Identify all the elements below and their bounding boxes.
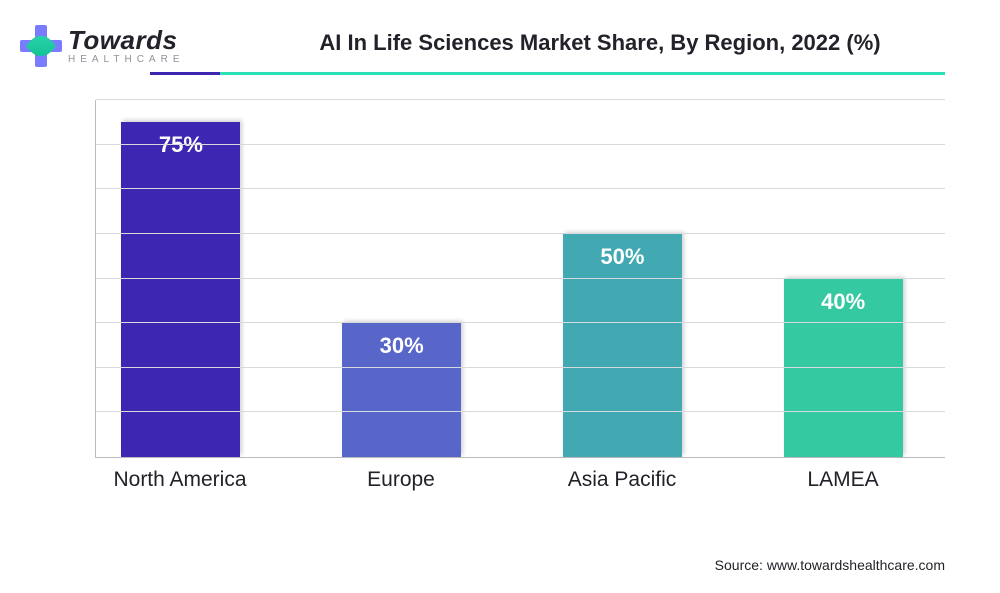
category-label: Europe	[308, 468, 495, 492]
bar: 30%	[342, 323, 461, 457]
logo-brand-main: Towards	[68, 27, 185, 53]
grid-line	[96, 233, 945, 234]
accent-segment-a	[150, 72, 220, 75]
grid-line	[96, 411, 945, 412]
logo-brand-sub: HEALTHCARE	[68, 55, 185, 65]
source-label: Source:	[715, 557, 767, 573]
logo-text: Towards HEALTHCARE	[68, 27, 185, 65]
grid-line	[96, 278, 945, 279]
bar-value-label: 50%	[563, 244, 682, 270]
grid-line	[96, 188, 945, 189]
category-label: North America	[87, 468, 274, 492]
chart-title: AI In Life Sciences Market Share, By Reg…	[260, 30, 940, 56]
bar-value-label: 75%	[121, 132, 240, 158]
bar: 75%	[121, 122, 240, 457]
bar: 50%	[563, 234, 682, 457]
grid-line	[96, 99, 945, 100]
bar: 40%	[784, 279, 903, 458]
bar-fill: 50%	[563, 234, 682, 457]
page: Towards HEALTHCARE AI In Life Sciences M…	[0, 0, 1000, 593]
category-label: LAMEA	[750, 468, 937, 492]
plot-area: 75% 30% 50% 40%	[95, 100, 945, 458]
source-url: www.towardshealthcare.com	[767, 557, 945, 573]
bar-value-label: 40%	[784, 289, 903, 315]
bars-container: 75% 30% 50% 40%	[96, 100, 945, 457]
grid-line	[96, 322, 945, 323]
source-line: Source: www.towardshealthcare.com	[715, 557, 945, 573]
bar-fill: 30%	[342, 323, 461, 457]
brand-logo: Towards HEALTHCARE	[20, 25, 185, 67]
bar-fill: 40%	[784, 279, 903, 458]
accent-segment-b	[220, 72, 945, 75]
logo-mark	[20, 25, 62, 67]
grid-line	[96, 367, 945, 368]
category-labels: North AmericaEuropeAsia PacificLAMEA	[95, 458, 945, 498]
category-label: Asia Pacific	[529, 468, 716, 492]
grid-line	[96, 144, 945, 145]
title-accent-line	[150, 72, 945, 75]
bar-value-label: 30%	[342, 333, 461, 359]
bar-chart: 75%30%50%40% North AmericaEuropeAsia Pac…	[95, 100, 945, 498]
bar-fill: 75%	[121, 122, 240, 457]
